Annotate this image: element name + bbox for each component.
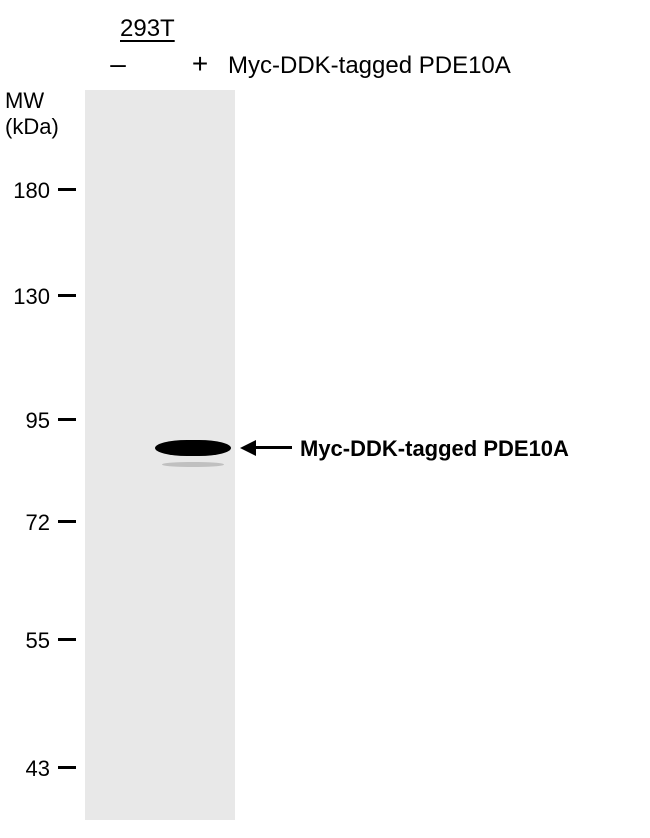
mw-tick-43 <box>58 766 76 769</box>
lane-plus-symbol: + <box>190 48 210 80</box>
mw-marker-55: 55 <box>5 628 50 654</box>
arrow-line <box>252 446 292 449</box>
mw-header: MW (kDa) <box>5 88 59 141</box>
mw-tick-55 <box>58 638 76 641</box>
mw-tick-95 <box>58 418 76 421</box>
mw-marker-130: 130 <box>5 284 50 310</box>
band-annotation-label: Myc-DDK-tagged PDE10A <box>300 436 569 462</box>
mw-text-line2: (kDa) <box>5 114 59 139</box>
band-faint-below <box>162 462 224 467</box>
mw-marker-43: 43 <box>5 756 50 782</box>
mw-tick-180 <box>58 188 76 191</box>
mw-tick-130 <box>58 294 76 297</box>
cell-line-label: 293T <box>120 15 175 43</box>
mw-text-line1: MW <box>5 88 44 113</box>
band-main-pde10a <box>155 440 231 456</box>
mw-marker-180: 180 <box>5 178 50 204</box>
mw-marker-95: 95 <box>5 408 50 434</box>
mw-tick-72 <box>58 520 76 523</box>
lane-minus-symbol: – <box>108 48 128 80</box>
mw-marker-72: 72 <box>5 510 50 536</box>
construct-label: Myc-DDK-tagged PDE10A <box>228 52 511 80</box>
western-blot-figure: 293T – + Myc-DDK-tagged PDE10A MW (kDa) … <box>0 0 650 838</box>
